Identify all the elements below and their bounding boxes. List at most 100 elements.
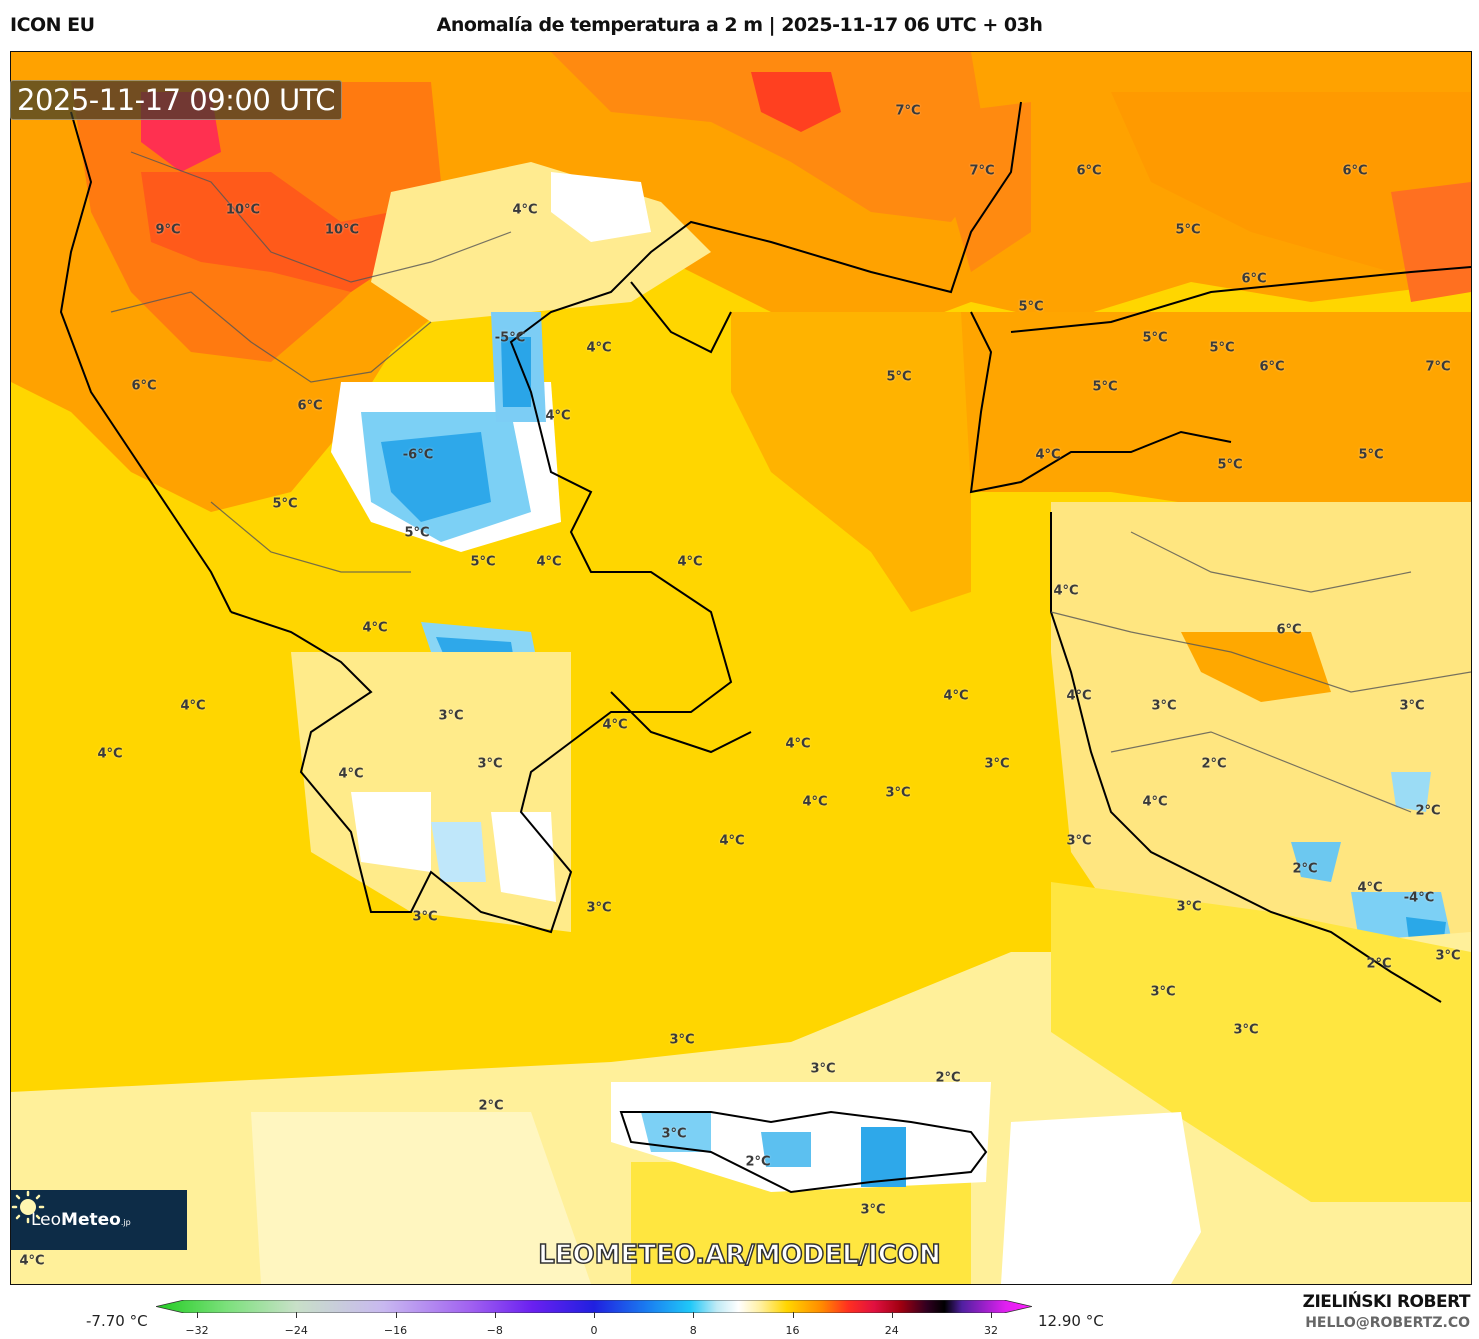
temperature-label: 3°C [669, 1032, 695, 1048]
temperature-label: 4°C [1035, 447, 1061, 463]
temperature-label: 3°C [1435, 948, 1461, 964]
colorbar-tick [792, 1312, 794, 1318]
temperature-label: 5°C [1209, 340, 1235, 356]
colorbar-tick [494, 1312, 496, 1318]
logo-prefix: Leo [31, 1210, 62, 1230]
temperature-label: -5°C [494, 330, 526, 346]
temperature-label: 2°C [1201, 756, 1227, 772]
colorbar-tick [693, 1312, 695, 1318]
temperature-label: 3°C [438, 708, 464, 724]
valid-time-badge: 2025-11-17 09:00 UTC [10, 80, 343, 120]
temperature-label: 4°C [180, 698, 206, 714]
colorbar-tick [395, 1312, 397, 1318]
temperature-label: 4°C [802, 794, 828, 810]
temperature-label: 3°C [1151, 698, 1177, 714]
temperature-label: 2°C [935, 1070, 961, 1086]
temperature-label: 5°C [470, 554, 496, 570]
colorbar-tick [197, 1312, 198, 1318]
temperature-anomaly-map: 9°C 10°C 10°C 6°C 6°C 4°C -5°C -6°C 4°C 4°C 7°C 7°C… [10, 51, 1472, 1285]
temperature-label: 5°C [1142, 330, 1168, 346]
temperature-label: 4°C [1066, 688, 1092, 704]
temperature-label: 7°C [1425, 359, 1451, 375]
temperature-label: 4°C [943, 688, 969, 704]
temperature-label: 3°C [586, 900, 612, 916]
colorbar-tick-label: 16 [785, 1324, 800, 1337]
temperature-label: 6°C [1241, 271, 1267, 287]
colorbar-tick-label: 24 [884, 1324, 899, 1337]
temperature-label: 4°C [362, 620, 388, 636]
temperature-label: 6°C [1076, 163, 1102, 179]
temperature-label: 6°C [297, 398, 323, 414]
temperature-label: 10°C [225, 202, 261, 218]
temperature-label: 3°C [1233, 1022, 1259, 1038]
temperature-label: 4°C [545, 408, 571, 424]
temperature-label: 4°C [338, 766, 364, 782]
colorbar-tick-label: 8 [689, 1324, 697, 1337]
temperature-label: 9°C [155, 222, 181, 238]
chart-title: Anomalía de temperatura a 2 m | 2025-11-… [436, 14, 1043, 36]
model-name: ICON EU [10, 14, 95, 36]
temperature-label: 4°C [1357, 880, 1383, 896]
temperature-label: 5°C [886, 369, 912, 385]
temperature-label: 2°C [1366, 956, 1392, 972]
temperature-label: 4°C [1142, 794, 1168, 810]
colorbar-tick-label: 0 [590, 1324, 598, 1337]
source-watermark: LEOMETEO.AR/MODEL/ICON [537, 1239, 941, 1271]
temperature-label: 4°C [677, 554, 703, 570]
colorbar-min-label: -7.70 °C [86, 1312, 148, 1330]
colorbar-max-label: 12.90 °C [1038, 1312, 1104, 1330]
temperature-label: 5°C [1175, 222, 1201, 238]
temperature-label: 2°C [478, 1098, 504, 1114]
temperature-label: 4°C [719, 833, 745, 849]
temperature-label: 5°C [404, 525, 430, 541]
temperature-label: 4°C [1053, 583, 1079, 599]
temperature-label: 3°C [860, 1202, 886, 1218]
temperature-label: 7°C [895, 103, 921, 119]
author-credit: ZIELIŃSKI ROBERT [1302, 1292, 1471, 1312]
temperature-label: 5°C [272, 496, 298, 512]
temperature-label: 4°C [536, 554, 562, 570]
logo-text: LeoMeteo.jp [31, 1210, 131, 1230]
sun-icon [11, 1190, 45, 1224]
temperature-label: 4°C [602, 717, 628, 733]
temperature-label: 3°C [885, 785, 911, 801]
temperature-label: 6°C [1259, 359, 1285, 375]
temperature-label: 3°C [477, 756, 503, 772]
temperature-label: 4°C [512, 202, 538, 218]
colorbar-tick-label: −16 [383, 1324, 408, 1337]
temperature-label: 7°C [969, 163, 995, 179]
temperature-label: 3°C [412, 909, 438, 925]
author-email: HELLO@ROBERTZ.CO [1305, 1315, 1470, 1331]
temperature-label: 5°C [1018, 299, 1044, 315]
temperature-label: 2°C [1415, 803, 1441, 819]
colorbar-tick [296, 1312, 298, 1318]
colorbar-tick-label: −24 [284, 1324, 308, 1337]
temperature-label: 5°C [1092, 379, 1118, 395]
temperature-label: 6°C [1276, 622, 1302, 638]
temperature-label: -4°C [1403, 890, 1435, 906]
temperature-label: 4°C [19, 1253, 45, 1269]
colorbar-tick-label: −8 [486, 1324, 503, 1337]
temperature-label: 6°C [131, 378, 157, 394]
temperature-label: 2°C [745, 1154, 771, 1170]
temperature-label: 4°C [97, 746, 123, 762]
temperature-label: 4°C [586, 340, 612, 356]
temperature-label: 5°C [1217, 457, 1243, 473]
colorbar-tick-label: 32 [984, 1324, 998, 1337]
temperature-label: 4°C [785, 736, 811, 752]
temperature-label: 3°C [984, 756, 1010, 772]
leometeo-logo: LeoMeteo.jp [11, 1190, 187, 1250]
temperature-label: 6°C [1342, 163, 1368, 179]
temperature-label: 3°C [1150, 984, 1176, 1000]
temperature-label: 2°C [1292, 861, 1318, 877]
temperature-label: -6°C [402, 447, 434, 463]
logo-suffix: .jp [120, 1218, 131, 1227]
temperature-label: 3°C [661, 1126, 687, 1142]
temperature-label: 3°C [1176, 899, 1202, 915]
colorbar-tick [891, 1312, 893, 1318]
temperature-label: 3°C [810, 1061, 836, 1077]
temperature-label: 3°C [1399, 698, 1425, 714]
map-background [11, 52, 1471, 1284]
temperature-label: 3°C [1066, 833, 1092, 849]
colorbar-tick-label: −32 [185, 1324, 209, 1337]
